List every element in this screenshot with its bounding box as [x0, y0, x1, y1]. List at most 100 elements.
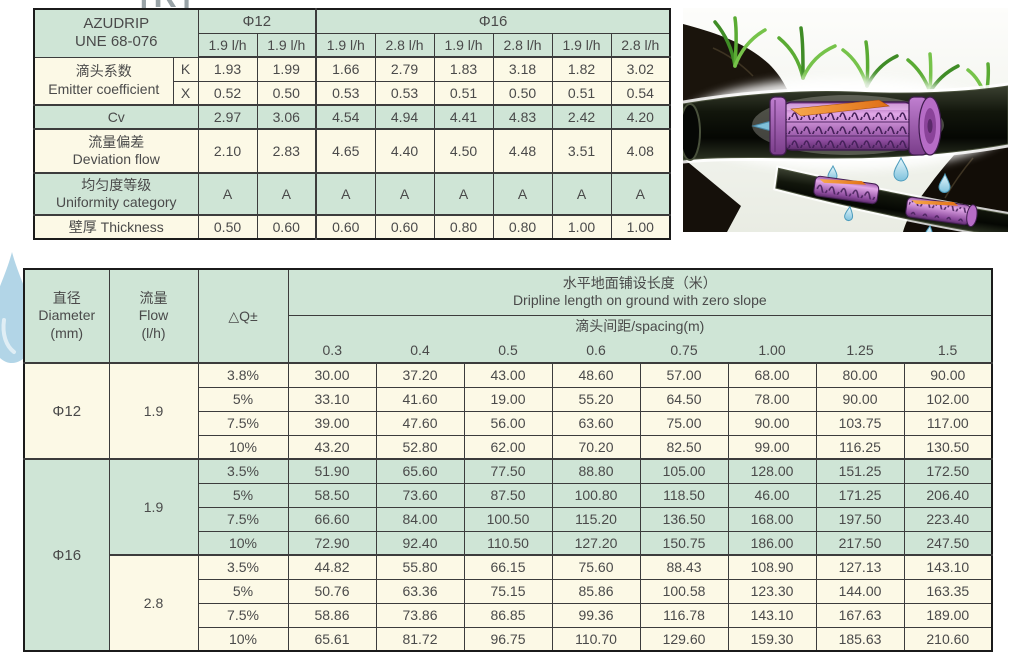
value-cell: 2.10 — [197, 128, 258, 174]
value-cell: 43.00 — [463, 362, 553, 388]
delta-q-header: △Q± — [197, 268, 289, 364]
table-row: 5% 50.76 63.36 75.15 85.86 100.58 123.30 144.00… — [24, 578, 993, 604]
value-cell: 189.00 — [903, 602, 993, 628]
value-cell: A — [374, 172, 435, 216]
value-cell: 0.53 — [315, 80, 376, 106]
value-cell: 2.83 — [256, 128, 318, 174]
value-cell: 1.9 l/h — [197, 32, 258, 58]
deviation-flow-label: 流量偏差 Deviation flow — [33, 128, 199, 174]
value-cell: 1.9 l/h — [551, 32, 612, 58]
table-row: 5% 33.10 41.60 19.00 55.20 64.50 78.00 90.00 102… — [24, 386, 993, 412]
value-cell: 0.52 — [197, 80, 258, 106]
value-cell: 100.58 — [639, 578, 729, 604]
value-cell: 0.50 — [256, 80, 318, 106]
value-cell: 62.00 — [463, 434, 553, 460]
value-cell: 108.90 — [727, 554, 817, 580]
value-cell: 0.80 — [492, 214, 553, 240]
value-cell: 4.83 — [492, 104, 553, 130]
value-cell: 1.00 — [728, 337, 816, 364]
table-row: 5% 58.50 73.60 87.50 100.80 118.50 46.00 171.25… — [24, 482, 993, 508]
dripline-length-table: 直径 Diameter (mm) 流量 Flow (l/h) △Q± 水平地面铺… — [23, 268, 994, 652]
value-cell: 48.60 — [551, 362, 641, 388]
delta-q-cell: 3.5% — [197, 458, 289, 484]
label-unit: (mm) — [50, 324, 84, 341]
value-cell: 2.8 l/h — [374, 32, 435, 58]
value-cell: 185.63 — [815, 626, 905, 652]
thickness-label: 壁厚 Thickness — [33, 214, 199, 240]
value-cell: 4.41 — [433, 104, 494, 130]
diameter-cell: Φ16 — [23, 458, 110, 652]
delta-q-cell: 10% — [197, 434, 289, 460]
cv-row: Cv 2.97 3.06 4.54 4.94 4.41 4.83 2.42 4.20 — [33, 104, 671, 130]
value-cell: 1.66 — [315, 56, 376, 82]
value-cell: 151.25 — [815, 458, 905, 484]
flow-cell: 1.9 — [108, 362, 199, 460]
x-sublabel: X — [172, 80, 199, 106]
value-cell: 117.00 — [903, 410, 993, 436]
value-cell: 0.5 — [464, 337, 552, 364]
value-cell: 65.61 — [287, 626, 377, 652]
label-en: Deviation flow — [72, 151, 160, 167]
label-en: Diameter — [38, 307, 96, 324]
length-title-en: Dripline length on ground with zero slop… — [512, 292, 767, 309]
value-cell: 0.51 — [433, 80, 494, 106]
value-cell: 58.86 — [287, 602, 377, 628]
value-cell: 0.80 — [433, 214, 494, 240]
emitter-secondary-2 — [905, 196, 978, 228]
value-cell: 100.80 — [551, 482, 641, 508]
emitter-coefficient-label: 滴头系数 Emitter coefficient — [33, 56, 174, 106]
water-drop-icon — [924, 224, 934, 232]
value-cell: 116.78 — [639, 602, 729, 628]
value-cell: 167.63 — [815, 602, 905, 628]
value-cell: 1.00 — [610, 214, 671, 240]
table-row: 2.8 3.5% 44.82 55.80 66.15 75.60 88.43 108.90 12… — [24, 554, 993, 652]
value-cell: 159.30 — [727, 626, 817, 652]
value-cell: 197.50 — [815, 506, 905, 532]
value-cell: 0.50 — [197, 214, 258, 240]
value-cell: 75.15 — [463, 578, 553, 604]
value-cell: 78.00 — [727, 386, 817, 412]
value-cell: 186.00 — [727, 530, 817, 556]
thickness-row: 壁厚 Thickness 0.50 0.60 0.60 0.60 0.80 0.80 1.0… — [33, 214, 671, 240]
value-cell: 1.9 l/h — [433, 32, 494, 58]
value-cell: 0.3 — [288, 337, 376, 364]
water-drops — [827, 156, 951, 193]
value-cell: 1.83 — [433, 56, 494, 82]
value-cell: 4.54 — [315, 104, 376, 130]
value-cell: 55.80 — [375, 554, 465, 580]
value-cell: 123.30 — [727, 578, 817, 604]
label-zh: 流量偏差 — [88, 133, 145, 150]
value-cell: 41.60 — [375, 386, 465, 412]
diameter-group-phi16: Φ16 — [315, 8, 671, 34]
value-cell: 118.50 — [639, 482, 729, 508]
k-row: 滴头系数 Emitter coefficient K 1.93 1.99 1.66 2… — [33, 56, 671, 106]
value-cell: 223.40 — [903, 506, 993, 532]
delta-q-cell: 5% — [197, 578, 289, 604]
value-cell: 0.6 — [552, 337, 640, 364]
value-cell: 0.60 — [256, 214, 318, 240]
value-cell: 65.60 — [375, 458, 465, 484]
emitter-main — [751, 96, 942, 156]
value-cell: 39.00 — [287, 410, 377, 436]
water-drop-icon — [844, 205, 854, 222]
table-row: Φ16 1.9 3.5% 51.90 65.60 77.50 88.80 105.00 128.… — [23, 458, 993, 652]
delta-q-cell: 7.5% — [197, 506, 289, 532]
value-cell: 2.8 l/h — [492, 32, 553, 58]
value-cell: 90.00 — [815, 386, 905, 412]
value-cell: 46.00 — [727, 482, 817, 508]
value-cell: 1.93 — [197, 56, 258, 82]
value-cell: 143.10 — [903, 554, 993, 580]
flow-cell: 1.9 — [108, 458, 199, 556]
value-cell: 206.40 — [903, 482, 993, 508]
value-cell: 163.35 — [903, 578, 993, 604]
value-cell: 1.82 — [551, 56, 612, 82]
value-cell: 0.60 — [374, 214, 435, 240]
value-cell: 73.60 — [375, 482, 465, 508]
value-cell: 47.60 — [375, 410, 465, 436]
value-cell: 127.13 — [815, 554, 905, 580]
value-cell: 63.36 — [375, 578, 465, 604]
value-cell: 19.00 — [463, 386, 553, 412]
value-cell: 63.60 — [551, 410, 641, 436]
label-en: Emitter coefficient — [48, 80, 160, 97]
